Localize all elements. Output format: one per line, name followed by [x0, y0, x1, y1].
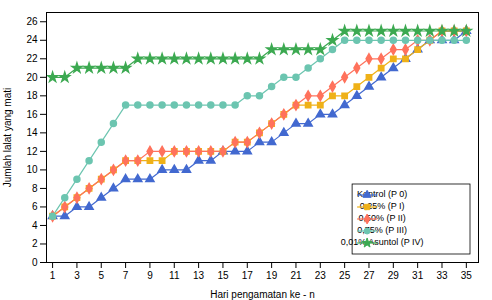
svg-text:17: 17 — [242, 270, 254, 281]
svg-text:29: 29 — [388, 270, 400, 281]
svg-text:1: 1 — [50, 270, 56, 281]
svg-text:31: 31 — [412, 270, 424, 281]
svg-text:14: 14 — [26, 127, 38, 138]
svg-text:35: 35 — [461, 270, 473, 281]
svg-text:8: 8 — [32, 183, 38, 194]
svg-text:2: 2 — [32, 238, 38, 249]
svg-text:23: 23 — [315, 270, 327, 281]
svg-text:7: 7 — [123, 270, 129, 281]
svg-text:24: 24 — [26, 34, 38, 45]
svg-text:27: 27 — [363, 270, 375, 281]
svg-text:0: 0 — [32, 257, 38, 268]
svg-text:5: 5 — [98, 270, 104, 281]
svg-text:13: 13 — [193, 270, 205, 281]
svg-text:3: 3 — [74, 270, 80, 281]
svg-text:11: 11 — [169, 270, 180, 281]
svg-text:19: 19 — [266, 270, 278, 281]
svg-text:15: 15 — [217, 270, 229, 281]
svg-text:16: 16 — [26, 109, 38, 120]
svg-text:12: 12 — [26, 146, 38, 157]
svg-text:25: 25 — [339, 270, 351, 281]
svg-text:4: 4 — [32, 220, 38, 231]
svg-text:0,25% (P I): 0,25% (P I) — [360, 201, 405, 211]
svg-text:Jumlah lalat yang mati: Jumlah lalat yang mati — [2, 88, 13, 188]
svg-text:33: 33 — [436, 270, 448, 281]
svg-text:10: 10 — [26, 164, 38, 175]
svg-text:Hari pengamatan ke - n: Hari pengamatan ke - n — [210, 289, 315, 300]
svg-text:9: 9 — [147, 270, 153, 281]
svg-text:0,50% (P II): 0,50% (P II) — [358, 213, 405, 223]
svg-text:21: 21 — [290, 270, 302, 281]
svg-text:18: 18 — [26, 90, 38, 101]
svg-text:0,01% Asuntol (P IV): 0,01% Asuntol (P IV) — [341, 237, 424, 247]
svg-text:6: 6 — [32, 201, 38, 212]
svg-text:0,75% (P III): 0,75% (P III) — [357, 225, 407, 235]
svg-text:22: 22 — [26, 53, 38, 64]
svg-text:26: 26 — [26, 16, 38, 27]
svg-text:Kontrol (P 0): Kontrol (P 0) — [357, 189, 407, 199]
svg-text:20: 20 — [26, 72, 38, 83]
